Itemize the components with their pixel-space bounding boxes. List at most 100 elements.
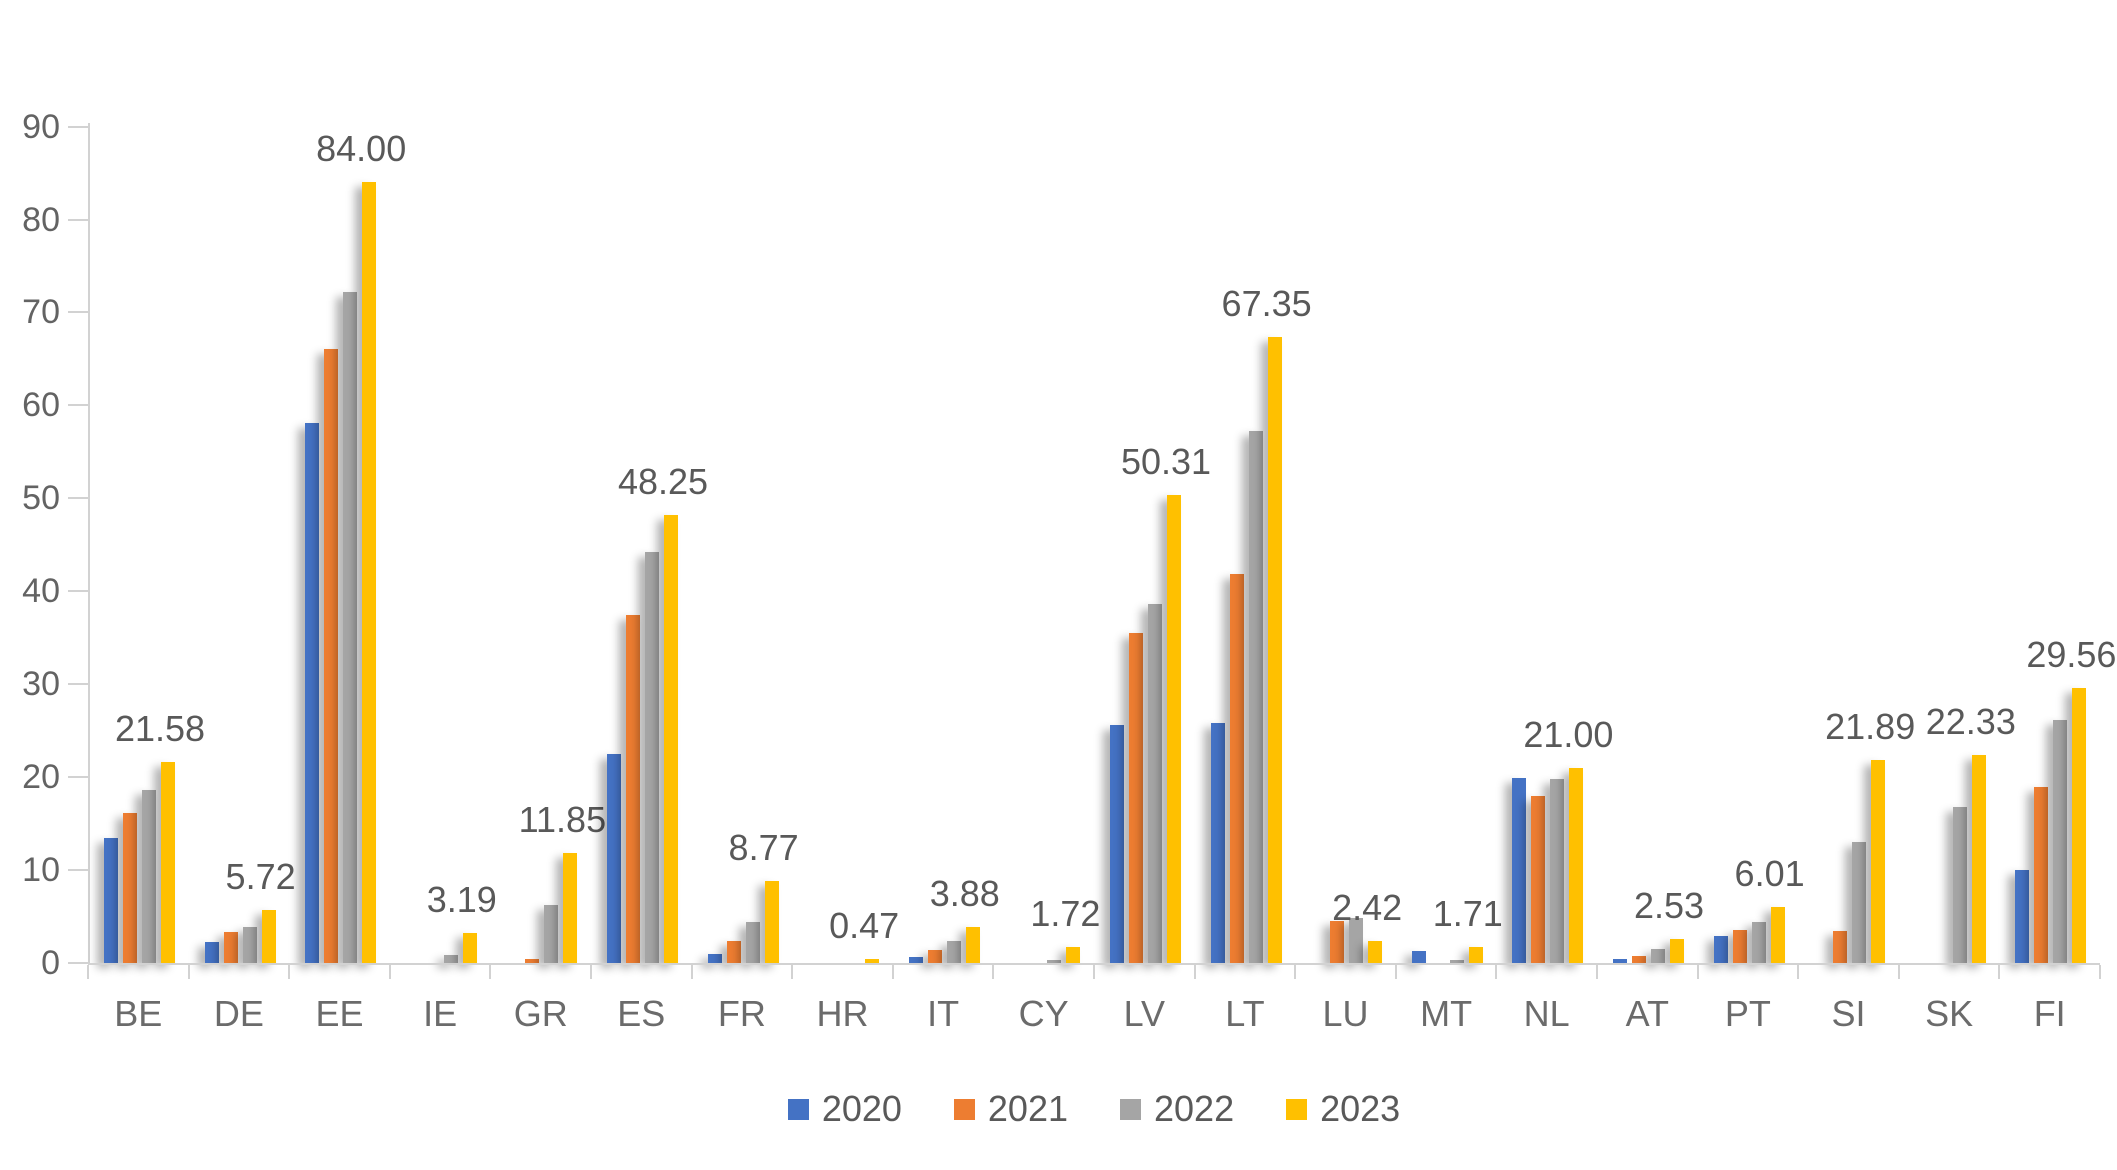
x-tick-mark: [288, 965, 291, 979]
bar-2023-AT: [1670, 939, 1684, 963]
x-category-label-GR: GR: [513, 993, 568, 1034]
x-tick-mark: [1797, 965, 1800, 979]
bar-2021-EE: [324, 348, 339, 963]
bar-2020-DE: [204, 941, 219, 963]
bar-2022-GR: [544, 905, 559, 963]
bar-2023-ES: [664, 514, 678, 963]
legend-swatch-icon: [787, 1098, 809, 1120]
legend-label: 2021: [987, 1088, 1068, 1129]
y-tick-label: 60: [22, 386, 60, 425]
y-tick-label: 40: [22, 572, 60, 611]
bar-2023-GR: [563, 852, 578, 963]
bar-2020-LV: [1110, 725, 1124, 963]
x-category-label-EE: EE: [315, 993, 364, 1034]
bar-2023-EE: [362, 182, 377, 963]
value-label-NL: 21.00: [1523, 713, 1614, 755]
y-tick-mark: [68, 125, 88, 128]
bar-2022-AT: [1651, 949, 1665, 963]
bar-2020-AT: [1613, 959, 1627, 963]
bar-2021-LT: [1229, 573, 1244, 963]
x-category-label-LT: LT: [1225, 993, 1265, 1034]
bar-2020-ES: [607, 753, 621, 963]
x-category-label-IE: IE: [423, 993, 458, 1034]
bar-2022-LV: [1148, 604, 1162, 963]
value-label-LU: 2.42: [1332, 886, 1403, 928]
y-tick-label: 10: [22, 851, 60, 890]
legend-label: 2022: [1154, 1088, 1235, 1129]
value-label-PT: 6.01: [1734, 853, 1805, 895]
value-label-SK: 22.33: [1925, 701, 2016, 743]
x-tick-mark: [1193, 965, 1196, 979]
bar-2022-BE: [142, 790, 156, 963]
x-category-label-SK: SK: [1925, 993, 1974, 1034]
value-label-BE: 21.58: [114, 708, 206, 750]
y-tick-label: 80: [22, 200, 60, 239]
value-label-LT: 67.35: [1221, 283, 1312, 325]
bar-2023-SI: [1871, 759, 1886, 963]
bar-2020-BE: [104, 838, 118, 963]
bar-2020-IT: [908, 957, 923, 963]
bar-2021-FI: [2034, 787, 2049, 963]
bar-2021-NL: [1531, 795, 1546, 963]
bar-2021-AT: [1632, 955, 1646, 963]
y-tick-mark: [68, 404, 88, 407]
value-label-DE: 5.72: [225, 855, 296, 897]
bar-2020-FI: [2015, 870, 2030, 963]
legend-entry-2023: 2023: [1286, 1089, 1400, 1129]
y-axis-line: [88, 123, 90, 965]
bar-2020-NL: [1512, 778, 1527, 963]
bar-2022-IE: [443, 954, 458, 963]
bar-2022-SI: [1852, 842, 1867, 963]
x-category-label-ES: ES: [617, 993, 666, 1034]
y-tick-label: 50: [22, 479, 60, 518]
value-label-MT: 1.71: [1432, 893, 1503, 935]
bar-2021-IT: [927, 949, 942, 963]
bar-2020-LT: [1210, 723, 1225, 963]
x-category-label-LU: LU: [1322, 993, 1369, 1034]
y-tick-mark: [68, 218, 88, 221]
bar-2022-MT: [1449, 960, 1464, 963]
bar-2023-IE: [462, 933, 477, 963]
x-tick-mark: [1495, 965, 1498, 979]
y-tick-mark: [68, 311, 88, 314]
x-tick-mark: [87, 965, 89, 979]
y-tick-mark: [68, 962, 88, 964]
bar-2022-IT: [946, 940, 961, 963]
x-category-label-CY: CY: [1018, 993, 1069, 1034]
value-label-HR: 0.47: [829, 904, 900, 946]
x-category-label-NL: NL: [1523, 993, 1570, 1034]
x-category-label-HR: HR: [816, 993, 869, 1034]
bar-2023-CY: [1066, 947, 1081, 963]
bar-2022-PT: [1751, 922, 1766, 963]
bar-2022-NL: [1550, 778, 1565, 963]
bar-2022-DE: [242, 926, 257, 963]
bar-2021-DE: [223, 932, 238, 963]
bar-2023-LT: [1267, 337, 1282, 963]
bar-2023-IT: [965, 926, 980, 963]
value-label-EE: 84.00: [316, 128, 407, 170]
bar-2021-SI: [1833, 931, 1848, 963]
x-category-label-LV: LV: [1123, 993, 1165, 1034]
bar-2023-LU: [1368, 940, 1383, 963]
value-label-FI: 29.56: [2026, 634, 2117, 676]
x-category-label-IT: IT: [927, 993, 960, 1034]
legend-entry-2020: 2020: [787, 1089, 902, 1129]
bar-2023-FR: [764, 881, 779, 963]
x-axis-line: [88, 963, 2100, 965]
bar-2021-GR: [525, 959, 540, 963]
value-label-SI: 21.89: [1825, 705, 1916, 747]
value-label-IE: 3.19: [426, 879, 497, 921]
bar-2020-EE: [305, 423, 320, 963]
y-tick-label: 30: [22, 665, 60, 704]
legend-swatch-icon: [1120, 1098, 1141, 1120]
value-label-GR: 11.85: [518, 798, 607, 840]
value-label-FR: 8.77: [728, 827, 799, 869]
bar-2023-NL: [1569, 767, 1584, 963]
bar-2022-EE: [343, 292, 358, 963]
bar-2021-ES: [626, 614, 640, 963]
x-tick-mark: [1093, 965, 1095, 979]
bar-2020-PT: [1713, 936, 1728, 963]
y-tick-label: 90: [22, 107, 60, 146]
legend-entry-2022: 2022: [1120, 1089, 1234, 1129]
